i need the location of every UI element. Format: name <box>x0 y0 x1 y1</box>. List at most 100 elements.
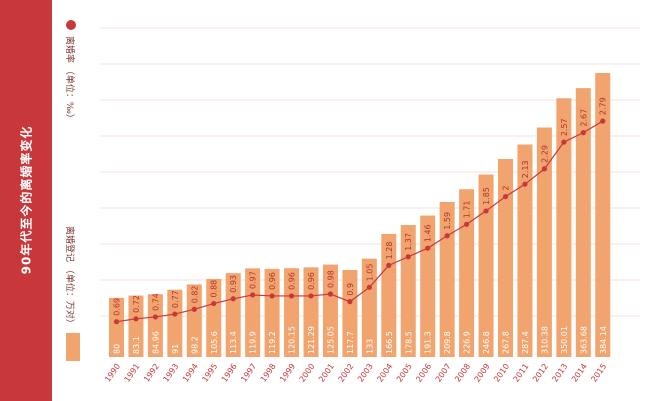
rate-value-label: 2.13 <box>521 160 530 178</box>
x-tick-label: 2003 <box>356 362 375 384</box>
bar-series <box>109 73 611 358</box>
bar-value-label: 119.9 <box>249 331 258 354</box>
x-tick-label: 2015 <box>589 362 608 384</box>
rate-point <box>600 118 606 124</box>
x-tick-label: 1996 <box>220 362 239 384</box>
bar-value-label: 191.3 <box>424 331 433 354</box>
x-tick-label: 1999 <box>278 362 297 384</box>
rate-value-label: 0.96 <box>307 272 316 290</box>
bar-value-label: 105.6 <box>210 331 219 354</box>
rate-value-label: 1.37 <box>404 233 413 251</box>
rate-point <box>366 284 372 290</box>
title-band: 90年代至今的离婚率变化 <box>0 0 52 401</box>
rate-point <box>444 233 450 239</box>
bar-value-label: 83.1 <box>132 336 141 354</box>
rate-value-label: 0.72 <box>132 295 141 313</box>
bar-value-label: 113.4 <box>229 331 238 354</box>
bar-value-label: 166.5 <box>385 331 394 354</box>
bar <box>556 98 572 357</box>
rate-point <box>580 130 586 136</box>
bar-value-label: 226.9 <box>463 331 472 354</box>
x-tick-label: 1990 <box>103 362 122 384</box>
rate-point <box>269 293 275 299</box>
rate-value-label: 2.67 <box>579 109 588 127</box>
rate-point <box>502 193 509 200</box>
bar <box>109 297 124 357</box>
bar <box>303 267 319 357</box>
bar <box>128 295 144 357</box>
x-tick-label: 2007 <box>434 362 453 384</box>
line-series <box>113 118 606 325</box>
x-tick-label: 1998 <box>259 362 278 384</box>
bar <box>284 268 300 357</box>
rate-point <box>211 300 217 307</box>
x-tick-label: 2002 <box>336 362 355 384</box>
bar-value-label: 125.05 <box>326 326 335 354</box>
bar <box>439 201 455 357</box>
x-tick-label: 1994 <box>181 362 200 384</box>
legend-line-entry: 离婚率 （单位：‰） <box>64 20 84 130</box>
rate-value-label: 1.05 <box>365 264 374 282</box>
bar <box>225 273 241 357</box>
rate-point <box>250 292 256 298</box>
bar-value-label: 267.8 <box>502 331 511 354</box>
x-axis-ticks: 1990 1991 1992 1993 1994 1995 1996 1997 1998 1999… <box>103 362 608 384</box>
bar <box>264 268 280 357</box>
rate-point <box>152 314 158 320</box>
bar <box>186 284 202 357</box>
bar <box>517 144 533 357</box>
rate-point <box>172 311 178 317</box>
bar <box>147 294 163 357</box>
rate-line <box>116 120 604 323</box>
rate-point <box>483 208 489 214</box>
x-tick-label: 2004 <box>375 362 394 384</box>
bar-value-label: 310.38 <box>540 326 549 354</box>
rate-value-label: 0.98 <box>326 270 335 288</box>
rate-point <box>522 181 528 187</box>
bar <box>498 159 513 357</box>
rate-value-label: 2.29 <box>540 145 549 163</box>
rate-point <box>113 319 120 325</box>
rate-point <box>541 166 548 172</box>
bar-value-label: 133 <box>365 339 374 354</box>
rate-value-label: 0.96 <box>268 272 277 290</box>
bar-value-label: 119.2 <box>268 331 277 354</box>
rate-value-label: 0.9 <box>346 283 355 296</box>
x-tick-label: 2000 <box>298 362 317 384</box>
bar-value-label: 91 <box>171 344 180 354</box>
x-tick-label: 2011 <box>512 362 531 384</box>
rate-point <box>327 291 334 297</box>
bar-value-label: 350.01 <box>560 326 569 354</box>
rate-point <box>561 139 567 145</box>
rate-point <box>347 299 353 305</box>
bar <box>595 73 611 357</box>
rate-point <box>230 296 236 302</box>
legend-line-marker <box>66 20 76 30</box>
rate-value-label: 1.85 <box>482 187 491 205</box>
rate-value-label: 2 <box>502 186 511 191</box>
rate-value-label: 0.97 <box>249 271 258 289</box>
rate-value-label: 0.96 <box>288 272 297 290</box>
rate-value-label: 2.57 <box>560 118 569 136</box>
rate-point <box>464 221 470 227</box>
x-tick-label: 1995 <box>200 362 219 384</box>
x-tick-label: 2013 <box>550 362 569 384</box>
rate-point <box>308 293 314 299</box>
x-tick-label: 1991 <box>123 362 142 384</box>
bar-value-label: 384.14 <box>599 326 608 354</box>
rate-value-label: 1.59 <box>443 212 452 230</box>
bar-value-label: 363.68 <box>579 326 588 354</box>
bar <box>381 233 397 357</box>
rate-value-label: 0.82 <box>190 285 199 303</box>
bar-value-label: 246.8 <box>482 331 491 354</box>
rate-value-label: 0.69 <box>113 298 122 316</box>
legend-bar-entry: 离婚登记 （单位：万对） <box>64 226 84 361</box>
x-tick-label: 2008 <box>453 362 472 384</box>
rate-value-label: 1.71 <box>463 200 472 218</box>
bar-value-label: 121.29 <box>307 326 316 354</box>
legend-bar-swatch <box>66 333 80 361</box>
bar <box>536 127 552 357</box>
rate-value-label: 2.79 <box>599 97 608 115</box>
bar <box>322 264 338 357</box>
